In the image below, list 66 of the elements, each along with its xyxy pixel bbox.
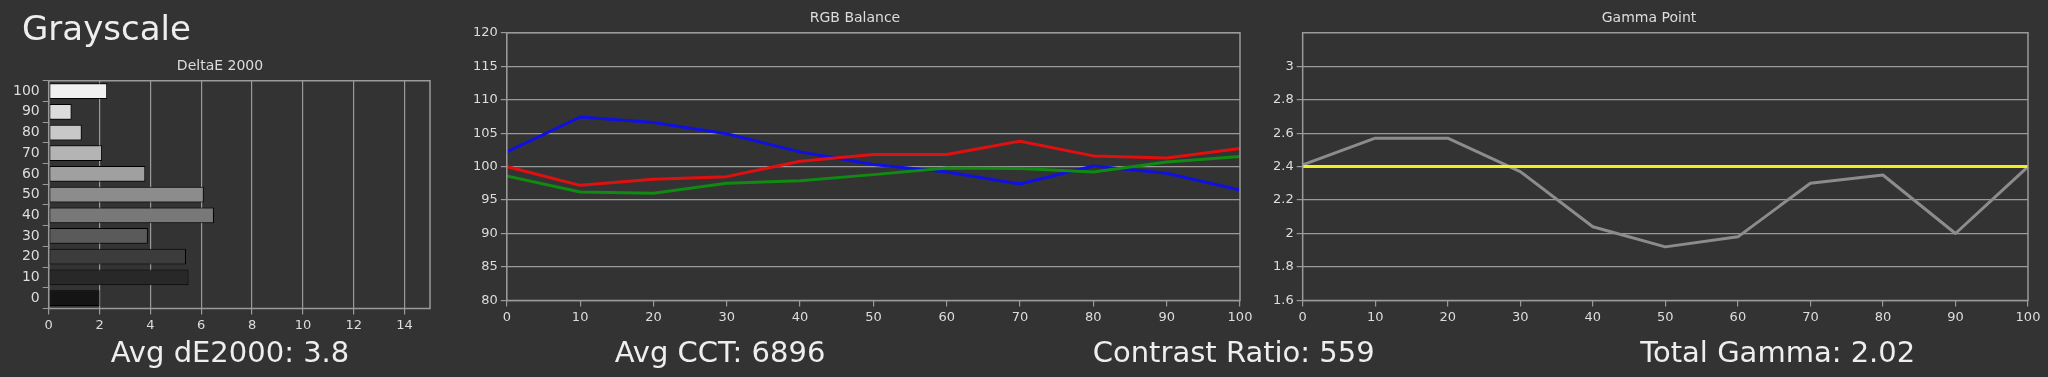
- x-tick-label: 80: [1874, 308, 1892, 324]
- chart-title: RGB Balance: [809, 9, 901, 26]
- x-tick-label: 100: [1227, 308, 1253, 324]
- y-tick-label: 115: [472, 57, 498, 73]
- x-tick-label: 70: [1802, 308, 1819, 324]
- text: Avg dE2000: 3.8: [110, 335, 350, 369]
- x-tick-label: 30: [1512, 308, 1529, 324]
- y-tick-label: 100: [472, 157, 498, 173]
- y-tick-label: 60: [21, 164, 40, 181]
- x-tick-label: 14: [396, 316, 413, 332]
- y-tick-label: 85: [481, 258, 498, 274]
- x-tick-label: 6: [197, 316, 206, 332]
- x-tick-label: 50: [865, 308, 882, 324]
- y-tick-label: 30: [21, 226, 40, 243]
- x-tick-label: 60: [938, 308, 955, 324]
- y-tick-label: 110: [472, 91, 498, 107]
- x-tick-label: 4: [146, 316, 155, 332]
- y-tick-label: 80: [21, 123, 40, 140]
- x-tick-label: 40: [1584, 308, 1602, 324]
- y-tick-label: 120: [472, 24, 498, 40]
- x-tick-label: 10: [1366, 308, 1384, 324]
- x-tick-label: 10: [571, 308, 589, 324]
- x-tick-label: 12: [345, 316, 363, 332]
- x-tick-label: 20: [1439, 308, 1457, 324]
- x-tick-label: 90: [1947, 308, 1964, 324]
- y-tick-label: 2.4: [1272, 157, 1294, 173]
- x-tick-label: 90: [1158, 308, 1175, 324]
- x-tick-label: 0: [44, 316, 53, 332]
- text: Avg CCT: 6896: [614, 335, 826, 369]
- x-tick-label: 0: [502, 308, 511, 324]
- text: Total Gamma: 2.02: [1640, 335, 1916, 369]
- y-tick-label: 2.2: [1272, 191, 1294, 207]
- y-tick-label: 2.6: [1272, 124, 1294, 140]
- x-tick-label: 70: [1011, 308, 1029, 324]
- x-tick-label: 20: [645, 308, 662, 324]
- chart-title: Grayscale: [22, 8, 191, 48]
- y-tick-label: 0: [30, 288, 40, 305]
- x-tick-label: 80: [1085, 308, 1102, 324]
- text: Contrast Ratio: 559: [1092, 335, 1375, 369]
- y-tick-label: 40: [21, 205, 40, 222]
- y-tick-label: 1.6: [1272, 291, 1294, 307]
- y-tick-label: 1.8: [1272, 258, 1294, 274]
- y-tick-label: 2.8: [1272, 91, 1294, 107]
- y-tick-label: 90: [21, 102, 40, 119]
- chart-subtitle: DeltaE 2000: [176, 57, 264, 74]
- y-tick-label: 95: [481, 191, 498, 207]
- y-tick-label: 70: [21, 143, 40, 160]
- x-tick-label: 60: [1729, 308, 1747, 324]
- y-tick-label: 20: [21, 247, 40, 264]
- x-tick-label: 40: [791, 308, 809, 324]
- y-tick-label: 10: [21, 268, 40, 284]
- y-tick-label: 3: [1285, 57, 1294, 73]
- y-tick-label: 2: [1285, 224, 1294, 240]
- x-tick-label: 50: [1657, 308, 1674, 324]
- y-tick-label: 105: [472, 124, 498, 140]
- y-tick-label: 80: [481, 291, 498, 307]
- x-tick-label: 10: [294, 316, 312, 332]
- y-tick-label: 90: [481, 224, 498, 240]
- y-tick-label: 50: [21, 185, 40, 202]
- x-tick-label: 0: [1298, 308, 1307, 324]
- y-tick-label: 100: [12, 81, 40, 98]
- x-tick-label: 2: [95, 316, 104, 332]
- x-tick-label: 8: [247, 316, 257, 332]
- x-tick-label: 100: [2015, 308, 2041, 324]
- x-tick-label: 30: [718, 308, 736, 324]
- chart-title: Gamma Point: [1601, 9, 1697, 26]
